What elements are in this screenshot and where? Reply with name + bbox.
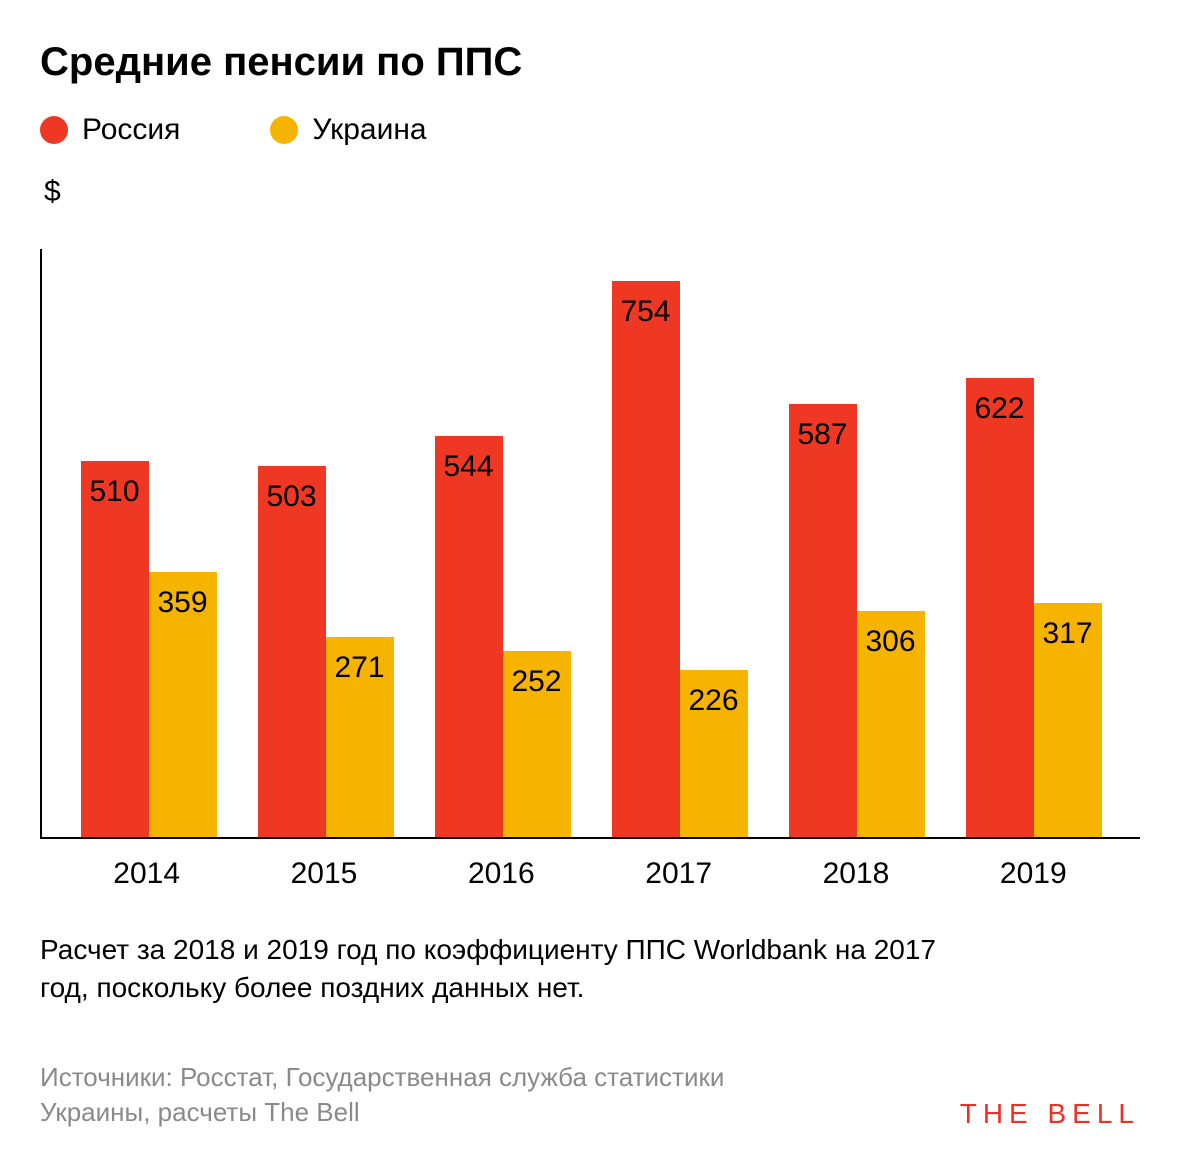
bar-group: 754 226: [591, 281, 768, 837]
legend-label-ukraine: Украина: [312, 113, 426, 147]
bar-value-label: 306: [857, 625, 925, 659]
bar-group: 544 252: [414, 436, 591, 837]
chart-plot-area: 510 359 503 271 544 252 754 226 587 306 622 317: [40, 249, 1140, 839]
bar-value-label: 226: [680, 684, 748, 718]
bar-ukraine: 306: [857, 611, 925, 837]
bar-russia: 754: [612, 281, 680, 837]
legend-label-russia: Россия: [82, 113, 180, 147]
x-axis-label: 2015: [235, 857, 412, 891]
bar-russia: 544: [435, 436, 503, 837]
bar-group: 587 306: [768, 404, 945, 837]
legend-item-russia: Россия: [40, 113, 180, 147]
bar-value-label: 359: [149, 586, 217, 620]
bar-group: 510 359: [60, 461, 237, 837]
chart-title: Средние пенсии по ППС: [40, 40, 1140, 85]
chart: 510 359 503 271 544 252 754 226 587 306 622 317 201…: [40, 249, 1140, 891]
legend-item-ukraine: Украина: [270, 113, 426, 147]
bar-ukraine: 359: [149, 572, 217, 837]
bar-value-label: 252: [503, 665, 571, 699]
x-axis-label: 2019: [945, 857, 1122, 891]
bar-russia: 510: [81, 461, 149, 837]
legend: Россия Украина: [40, 113, 1140, 147]
sources-text: Источники: Росстат, Государственная служ…: [40, 1060, 820, 1130]
x-axis-label: 2018: [767, 857, 944, 891]
x-axis-label: 2016: [413, 857, 590, 891]
bar-group: 503 271: [237, 466, 414, 837]
bar-value-label: 587: [789, 418, 857, 452]
legend-dot-russia: [40, 116, 68, 144]
bar-ukraine: 226: [680, 670, 748, 837]
bar-value-label: 622: [966, 392, 1034, 426]
bar-value-label: 544: [435, 450, 503, 484]
bar-value-label: 271: [326, 651, 394, 685]
legend-dot-ukraine: [270, 116, 298, 144]
bar-russia: 587: [789, 404, 857, 837]
bar-value-label: 317: [1034, 617, 1102, 651]
bar-russia: 622: [966, 378, 1034, 837]
bar-ukraine: 317: [1034, 603, 1102, 837]
bar-ukraine: 252: [503, 651, 571, 837]
x-axis: 201420152016201720182019: [40, 857, 1140, 891]
bar-group: 622 317: [945, 378, 1122, 837]
brand-logo: THE BELL: [960, 1098, 1140, 1130]
bar-value-label: 510: [81, 475, 149, 509]
bar-ukraine: 271: [326, 637, 394, 837]
y-axis-unit: $: [44, 175, 1140, 209]
bar-russia: 503: [258, 466, 326, 837]
bar-value-label: 754: [612, 295, 680, 329]
x-axis-label: 2014: [58, 857, 235, 891]
x-axis-label: 2017: [590, 857, 767, 891]
bar-value-label: 503: [258, 480, 326, 514]
chart-note: Расчет за 2018 и 2019 год по коэффициент…: [40, 931, 940, 1007]
